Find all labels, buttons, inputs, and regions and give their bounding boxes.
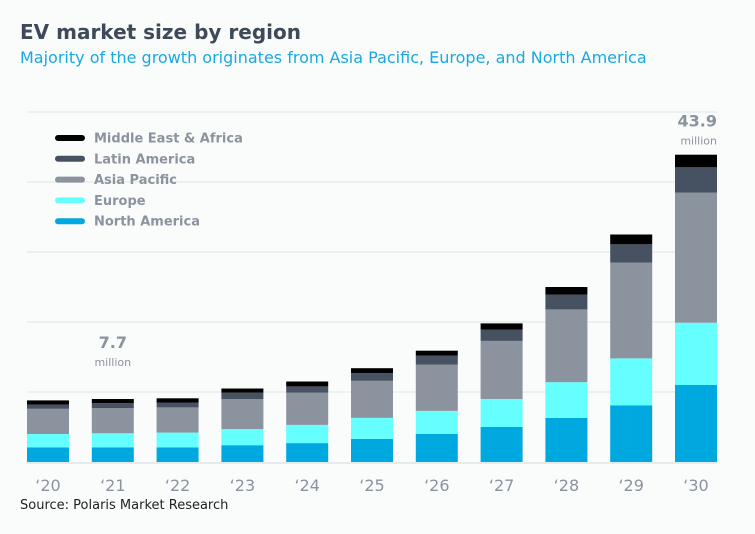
x-tick-label: ‘20 xyxy=(35,476,60,495)
bar-segment-middle-east-africa xyxy=(351,368,393,374)
source-note: Source: Polaris Market Research xyxy=(20,498,229,513)
bar-segment-asia-pacific xyxy=(480,340,523,399)
bar-segment-north-america xyxy=(156,447,199,462)
bar-segment-europe xyxy=(156,432,199,448)
x-tick-label: ‘30 xyxy=(683,476,708,495)
legend-label: Europe xyxy=(94,194,146,209)
bar-segment-europe xyxy=(221,429,264,446)
bar-segment-asia-pacific xyxy=(351,380,393,418)
bar-segment-europe xyxy=(415,410,458,434)
bar-segment-north-america xyxy=(480,427,523,462)
bar-segment-europe xyxy=(91,433,134,448)
legend-label: Asia Pacific xyxy=(94,173,177,188)
bar-segment-north-america xyxy=(351,438,393,462)
bar-segment-middle-east-africa xyxy=(415,350,458,356)
bar-segment-north-america xyxy=(91,447,134,462)
bar-segment-asia-pacific xyxy=(156,407,199,433)
bar-segment-latin-america xyxy=(91,403,134,409)
bar-segment-asia-pacific xyxy=(221,399,264,430)
bar-segment-europe xyxy=(351,417,393,439)
legend-label: Latin America xyxy=(94,152,195,167)
bar-segment-latin-america xyxy=(675,167,717,193)
bar-segment-latin-america xyxy=(221,392,264,399)
x-tick-label: ‘25 xyxy=(359,476,384,495)
bar-segment-latin-america xyxy=(351,373,393,381)
bar-segment-latin-america xyxy=(545,294,588,310)
bar-segment-asia-pacific xyxy=(610,262,653,359)
x-tick-label: ‘23 xyxy=(230,476,255,495)
chart-subtitle: Majority of the growth originates from A… xyxy=(20,48,647,67)
x-tick-label: ‘28 xyxy=(554,476,579,495)
bar-segment-middle-east-africa xyxy=(675,154,717,168)
bar-segment-latin-america xyxy=(480,329,523,341)
bar-segment-europe xyxy=(480,399,523,427)
x-tick-label: ‘29 xyxy=(618,476,643,495)
bar-segment-north-america xyxy=(415,434,458,462)
bar-segment-europe xyxy=(675,322,717,385)
x-tick-label: ‘21 xyxy=(100,476,125,495)
bar-segment-asia-pacific xyxy=(545,309,588,383)
bar-segment-europe xyxy=(27,434,69,448)
bar-segment-europe xyxy=(610,358,653,406)
bar-segment-north-america xyxy=(286,443,329,462)
x-tick-label: ‘27 xyxy=(489,476,514,495)
bar-segment-middle-east-africa xyxy=(91,399,134,404)
bar-segment-asia-pacific xyxy=(27,408,69,434)
bar-segment-middle-east-africa xyxy=(156,398,199,403)
bar-segment-middle-east-africa xyxy=(221,388,264,393)
legend-label: Middle East & Africa xyxy=(94,132,243,147)
bar-segment-asia-pacific xyxy=(91,408,134,434)
chart-title: EV market size by region xyxy=(20,20,301,44)
bar-segment-latin-america xyxy=(610,244,653,263)
total-annotation-value: 7.7 xyxy=(99,333,127,352)
bar-segment-latin-america xyxy=(156,402,199,408)
x-tick-label: ‘24 xyxy=(294,476,319,495)
bar-segment-asia-pacific xyxy=(415,364,458,411)
bar-segment-europe xyxy=(545,382,588,418)
bar-segment-north-america xyxy=(610,405,653,462)
bar-segment-north-america xyxy=(675,385,717,462)
bar-segment-middle-east-africa xyxy=(27,400,69,405)
bar-segment-middle-east-africa xyxy=(545,287,588,295)
bar-segment-middle-east-africa xyxy=(610,234,653,245)
x-tick-label: ‘22 xyxy=(165,476,190,495)
bar-segment-middle-east-africa xyxy=(480,323,523,330)
bar-segment-asia-pacific xyxy=(286,392,329,425)
total-annotation-unit: million xyxy=(94,356,131,369)
bar-segment-north-america xyxy=(27,447,69,462)
legend-label: North America xyxy=(94,215,200,230)
bar-segment-europe xyxy=(286,424,329,444)
bar-segment-north-america xyxy=(221,445,264,462)
bar-segment-latin-america xyxy=(286,386,329,393)
x-tick-label: ‘26 xyxy=(424,476,449,495)
bar-segment-north-america xyxy=(545,417,588,462)
bar-segment-latin-america xyxy=(415,355,458,365)
total-annotation-value: 43.9 xyxy=(678,112,717,131)
bar-segment-latin-america xyxy=(27,404,69,409)
bar-segment-asia-pacific xyxy=(675,192,717,323)
total-annotation-unit: million xyxy=(680,135,717,148)
bar-segment-middle-east-africa xyxy=(286,381,329,387)
